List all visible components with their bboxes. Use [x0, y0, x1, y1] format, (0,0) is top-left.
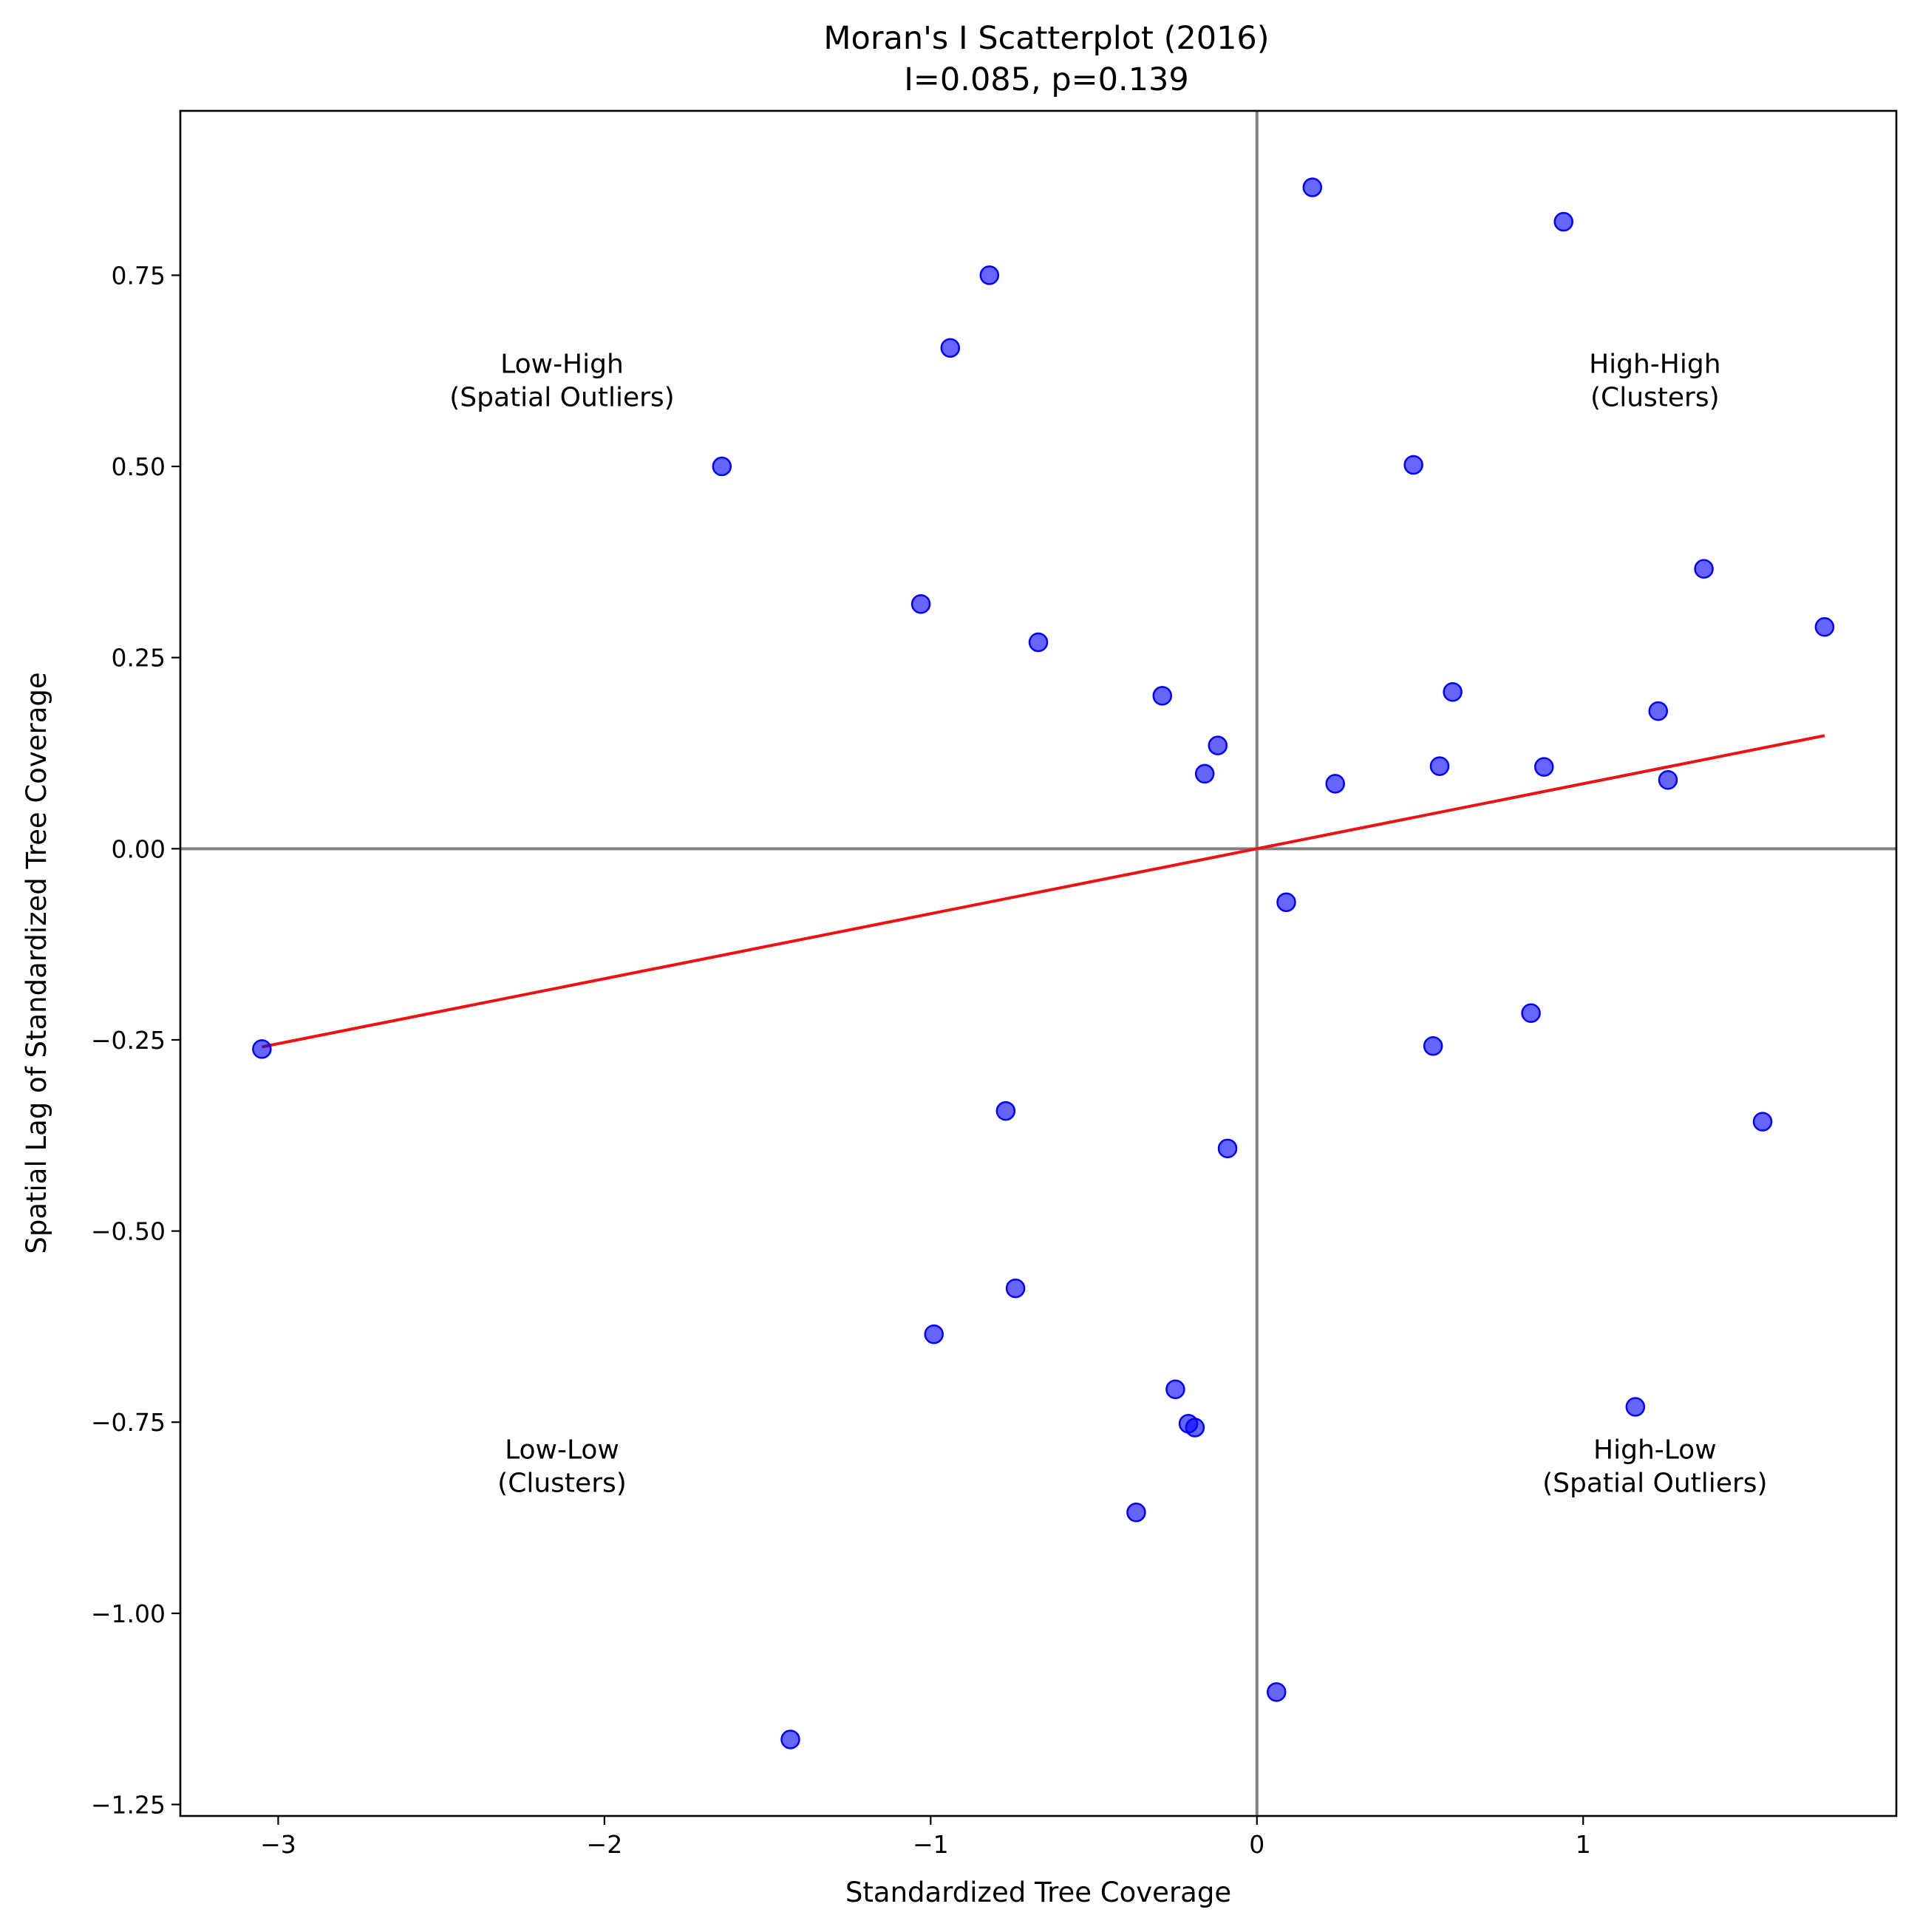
chart-title: Moran's I Scatterplot (2016): [823, 20, 1269, 57]
scatter-point-5: [1403, 455, 1423, 475]
scatter-point-23: [995, 1101, 1016, 1121]
data-points: [252, 177, 1835, 1749]
scatter-point-18: [1325, 774, 1345, 794]
x-tick-label: 0: [1249, 1830, 1264, 1859]
quadrant-label-1: High-High (Clusters): [1589, 349, 1720, 412]
scatter-point-32: [1126, 1503, 1146, 1523]
x-tick-label: −3: [260, 1830, 296, 1859]
scatter-point-28: [1165, 1379, 1185, 1399]
scatter-point-20: [1521, 1003, 1541, 1023]
x-axis-ticks: −3 −2 −1 0 1: [260, 1816, 1591, 1859]
scatter-point-22: [252, 1039, 272, 1059]
scatter-point-29: [1625, 1397, 1646, 1417]
regression-line: [261, 734, 1825, 1049]
x-tick-label: −1: [913, 1830, 949, 1859]
scatter-point-1: [1553, 211, 1573, 232]
scatter-point-14: [1194, 763, 1215, 784]
scatter-point-19: [1276, 892, 1296, 912]
scatter-point-4: [712, 456, 732, 477]
scatter-point-27: [924, 1324, 944, 1344]
plot-frame: [179, 109, 1898, 1817]
quadrant-label-3: High-Low (Spatial Outliers): [1542, 1435, 1767, 1498]
y-tick-label: 0.25: [112, 644, 166, 673]
quadrant-labels: Low-High (Spatial Outliers) High-High (Clus…: [449, 349, 1767, 1498]
x-tick-label: 1: [1576, 1830, 1591, 1859]
y-tick-label: 0.00: [112, 834, 166, 863]
scatter-point-16: [1533, 757, 1554, 777]
scatter-point-33: [1267, 1682, 1287, 1702]
scatter-point-25: [1217, 1138, 1238, 1159]
y-tick-label: −0.50: [91, 1217, 166, 1246]
reference-lines: [180, 111, 1896, 1816]
x-axis-label: Standardized Tree Coverage: [845, 1877, 1231, 1908]
scatter-point-17: [1658, 769, 1678, 790]
scatter-point-3: [940, 338, 961, 358]
chart-subtitle: I=0.085, p=0.139: [904, 61, 1189, 98]
x-tick-label: −2: [587, 1830, 623, 1859]
quadrant-label-2: Low-Low (Clusters): [497, 1435, 627, 1498]
scatter-point-21: [1423, 1035, 1443, 1056]
scatter-point-0: [1302, 177, 1323, 197]
scatter-point-6: [1694, 559, 1714, 579]
y-tick-label: 0.50: [112, 452, 166, 481]
y-tick-label: −1.25: [91, 1790, 166, 1819]
y-tick-label: −0.75: [91, 1408, 166, 1437]
scatter-point-10: [1152, 686, 1172, 706]
scatter-point-8: [1814, 617, 1835, 637]
y-tick-label: 0.75: [112, 261, 166, 290]
scatter-point-9: [1028, 632, 1049, 653]
scatter-point-2: [979, 265, 1000, 285]
scatter-point-12: [1648, 701, 1668, 721]
y-tick-label: −1.00: [91, 1599, 166, 1628]
scatter-point-34: [780, 1729, 800, 1749]
scatter-point-15: [1429, 756, 1450, 776]
scatter-point-13: [1208, 735, 1228, 755]
y-tick-label: −0.25: [91, 1026, 166, 1055]
scatter-point-26: [1005, 1278, 1026, 1299]
scatter-point-24: [1752, 1112, 1773, 1132]
scatter-point-7: [910, 594, 931, 614]
scatter-point-11: [1443, 681, 1463, 702]
y-axis-ticks: 0.75 0.50 0.25 0.00 −0.25 −0.50 −0.75 −1.00 −1.2…: [91, 261, 180, 1819]
scatter-point-31: [1185, 1418, 1205, 1438]
regression-line-group: [261, 734, 1825, 1049]
quadrant-label-0: Low-High (Spatial Outliers): [449, 349, 674, 412]
y-axis-label: Spatial Lag of Standardized Tree Coverag…: [21, 672, 52, 1254]
